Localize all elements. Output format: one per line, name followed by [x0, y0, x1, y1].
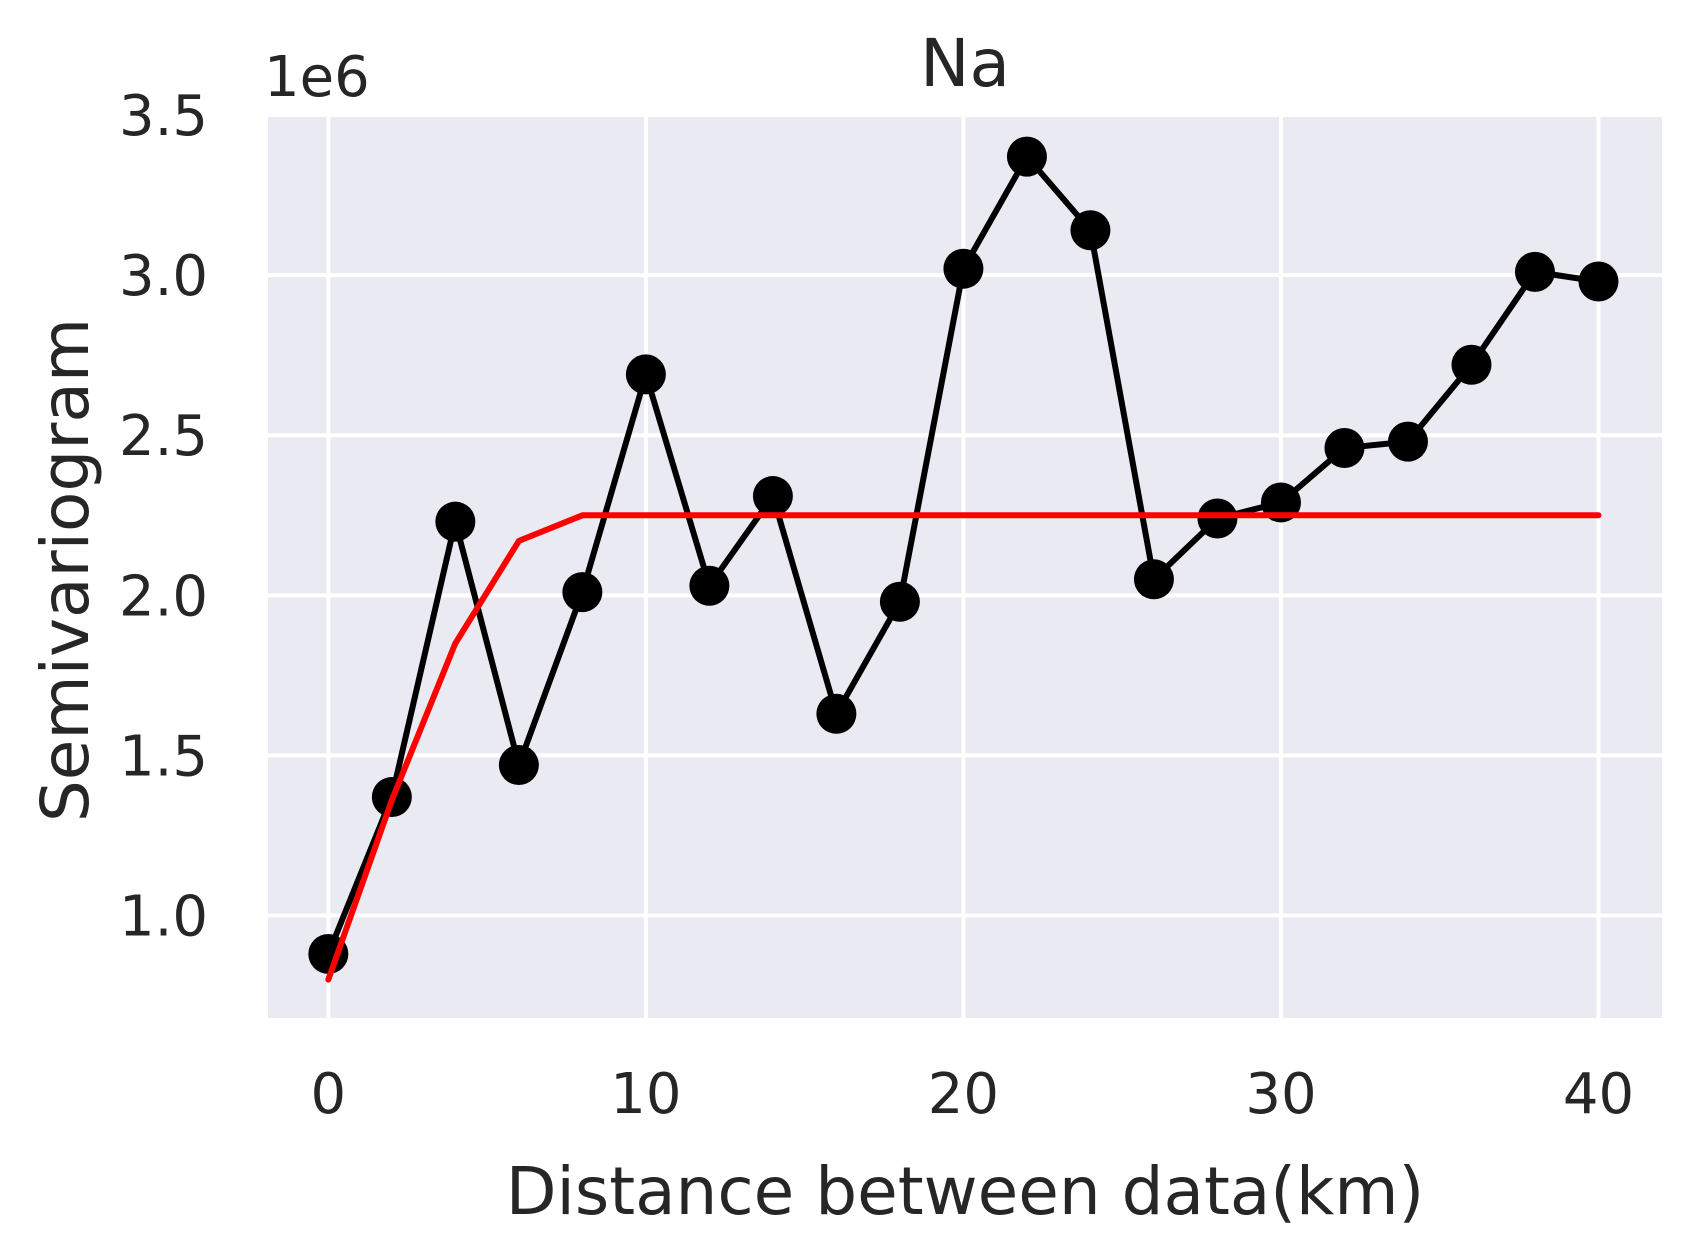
- data-point: [943, 248, 984, 289]
- data-point: [1387, 421, 1428, 462]
- y-tick-label: 2.5: [119, 404, 208, 469]
- series-1: [325, 512, 1602, 983]
- data-point: [1133, 559, 1174, 600]
- y-tick-label: 2.0: [119, 564, 208, 629]
- series-0: [308, 136, 1619, 974]
- x-axis-label: Distance between data(km): [506, 1153, 1425, 1230]
- data-point: [625, 354, 666, 395]
- data-point: [1324, 428, 1365, 469]
- x-tick-label: 10: [610, 1062, 681, 1127]
- x-tick-label: 20: [928, 1062, 999, 1127]
- y-tick-label: 1.0: [119, 885, 208, 950]
- data-point: [752, 476, 793, 517]
- x-tick-label: 40: [1563, 1062, 1634, 1127]
- data-point: [689, 565, 730, 606]
- x-tick-label: 0: [311, 1062, 347, 1127]
- series-line: [325, 512, 1602, 983]
- data-point: [498, 745, 539, 786]
- data-point: [1578, 261, 1619, 302]
- y-tick-label: 1.5: [119, 724, 208, 789]
- y-tick-label: 3.5: [119, 84, 208, 149]
- x-tick-labels: 0 10 20 30 40: [311, 1062, 1635, 1127]
- data-point: [1197, 498, 1238, 539]
- data-point: [562, 572, 603, 613]
- data-point: [1006, 136, 1047, 177]
- y-tick-label: 3.0: [119, 244, 208, 309]
- data-point: [1514, 251, 1555, 292]
- chart-title: Na: [920, 25, 1010, 102]
- data-point: [879, 581, 920, 622]
- series-layer: [308, 136, 1619, 983]
- data-point: [1451, 344, 1492, 385]
- data-point: [816, 693, 857, 734]
- x-tick-label: 30: [1245, 1062, 1316, 1127]
- y-tick-labels: 1.0 1.5 2.0 2.5 3.0 3.5: [119, 84, 208, 950]
- y-offset-label: 1e6: [264, 45, 370, 110]
- data-point: [1070, 210, 1111, 251]
- data-point: [435, 501, 476, 542]
- y-axis-label: Semivariogram: [27, 318, 104, 822]
